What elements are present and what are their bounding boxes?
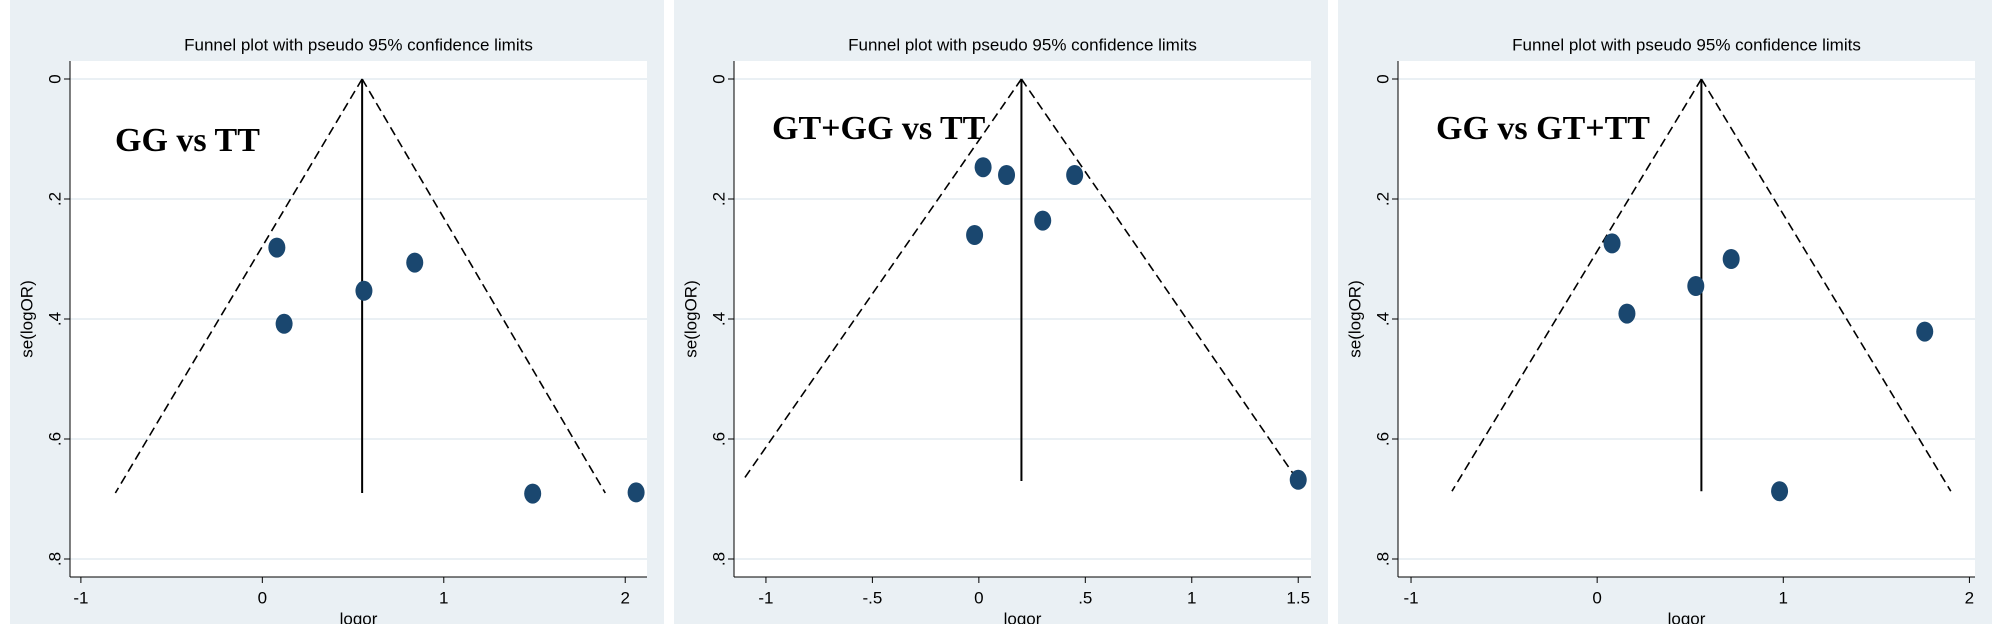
confidence-limit <box>1451 78 1703 492</box>
study-point <box>268 237 286 258</box>
x-tick-label: -1 <box>1403 588 1418 607</box>
x-tick-label: 1.5 <box>1286 588 1310 607</box>
confidence-limit <box>1020 78 1299 482</box>
study-point <box>1916 321 1934 342</box>
y-tick-label: .2 <box>1373 192 1392 206</box>
chart-title: Funnel plot with pseudo 95% confidence l… <box>184 35 533 54</box>
y-tick-label: 0 <box>709 74 728 83</box>
x-tick-label: 2 <box>1965 588 1974 607</box>
confidence-limit <box>361 78 606 494</box>
x-axis-label: logor <box>1004 609 1042 624</box>
study-point <box>1687 276 1705 296</box>
study-point <box>998 165 1016 185</box>
study-point <box>1034 210 1052 231</box>
chart-title: Funnel plot with pseudo 95% confidence l… <box>1512 35 1861 54</box>
y-axis-label: se(logOR) <box>681 280 700 357</box>
x-tick-label: 1 <box>439 588 448 607</box>
study-point <box>1066 165 1084 185</box>
y-tick-label: 0 <box>45 74 64 83</box>
annotation: GT+GG vs TT <box>772 110 986 147</box>
y-tick-label: .2 <box>709 192 728 206</box>
confidence-limit <box>1700 78 1952 492</box>
annotation: GG vs GT+TT <box>1436 110 1650 147</box>
panel: Funnel plot with pseudo 95% confidence l… <box>674 0 1328 624</box>
y-tick-label: .2 <box>45 192 64 206</box>
study-point <box>1771 481 1789 502</box>
y-tick-label: .8 <box>1373 552 1392 566</box>
study-point <box>1289 469 1307 490</box>
y-axis-label: se(logOR) <box>17 280 36 357</box>
confidence-limit <box>741 78 1023 482</box>
study-point <box>1722 249 1740 269</box>
x-tick-label: 1 <box>1187 588 1196 607</box>
y-tick-label: .6 <box>1373 432 1392 446</box>
study-point <box>1618 303 1636 324</box>
x-tick-label: 0 <box>1592 588 1601 607</box>
x-tick-label: 0 <box>258 588 267 607</box>
study-point <box>966 225 984 245</box>
x-tick-label: -1 <box>758 588 773 607</box>
x-tick-label: 0 <box>974 588 983 607</box>
x-tick-label: .5 <box>1078 588 1092 607</box>
y-axis-label: se(logOR) <box>1345 280 1364 357</box>
study-point <box>974 157 992 178</box>
y-tick-label: 0 <box>1373 74 1392 83</box>
y-tick-label: .8 <box>45 552 64 566</box>
y-tick-label: .6 <box>45 432 64 446</box>
annotation: GG vs TT <box>115 122 260 159</box>
x-axis-label: logor <box>340 609 378 624</box>
y-tick-label: .6 <box>709 432 728 446</box>
x-axis-label: logor <box>1668 609 1706 624</box>
x-tick-label: 1 <box>1779 588 1788 607</box>
y-tick-label: .4 <box>1373 312 1392 326</box>
study-point <box>627 482 645 503</box>
x-tick-label: 2 <box>620 588 629 607</box>
y-tick-label: .4 <box>709 312 728 326</box>
confidence-limit <box>114 78 363 494</box>
y-tick-label: .4 <box>45 312 64 326</box>
panel: Funnel plot with pseudo 95% confidence l… <box>1338 0 1992 624</box>
study-point <box>524 483 542 504</box>
study-point <box>406 252 424 273</box>
x-tick-label: -.5 <box>862 588 882 607</box>
y-tick-label: .8 <box>709 552 728 566</box>
chart-title: Funnel plot with pseudo 95% confidence l… <box>848 35 1197 54</box>
study-point <box>275 313 293 334</box>
study-point <box>355 280 373 301</box>
panel: Funnel plot with pseudo 95% confidence l… <box>10 0 664 624</box>
study-point <box>1603 233 1621 254</box>
x-tick-label: -1 <box>73 588 88 607</box>
